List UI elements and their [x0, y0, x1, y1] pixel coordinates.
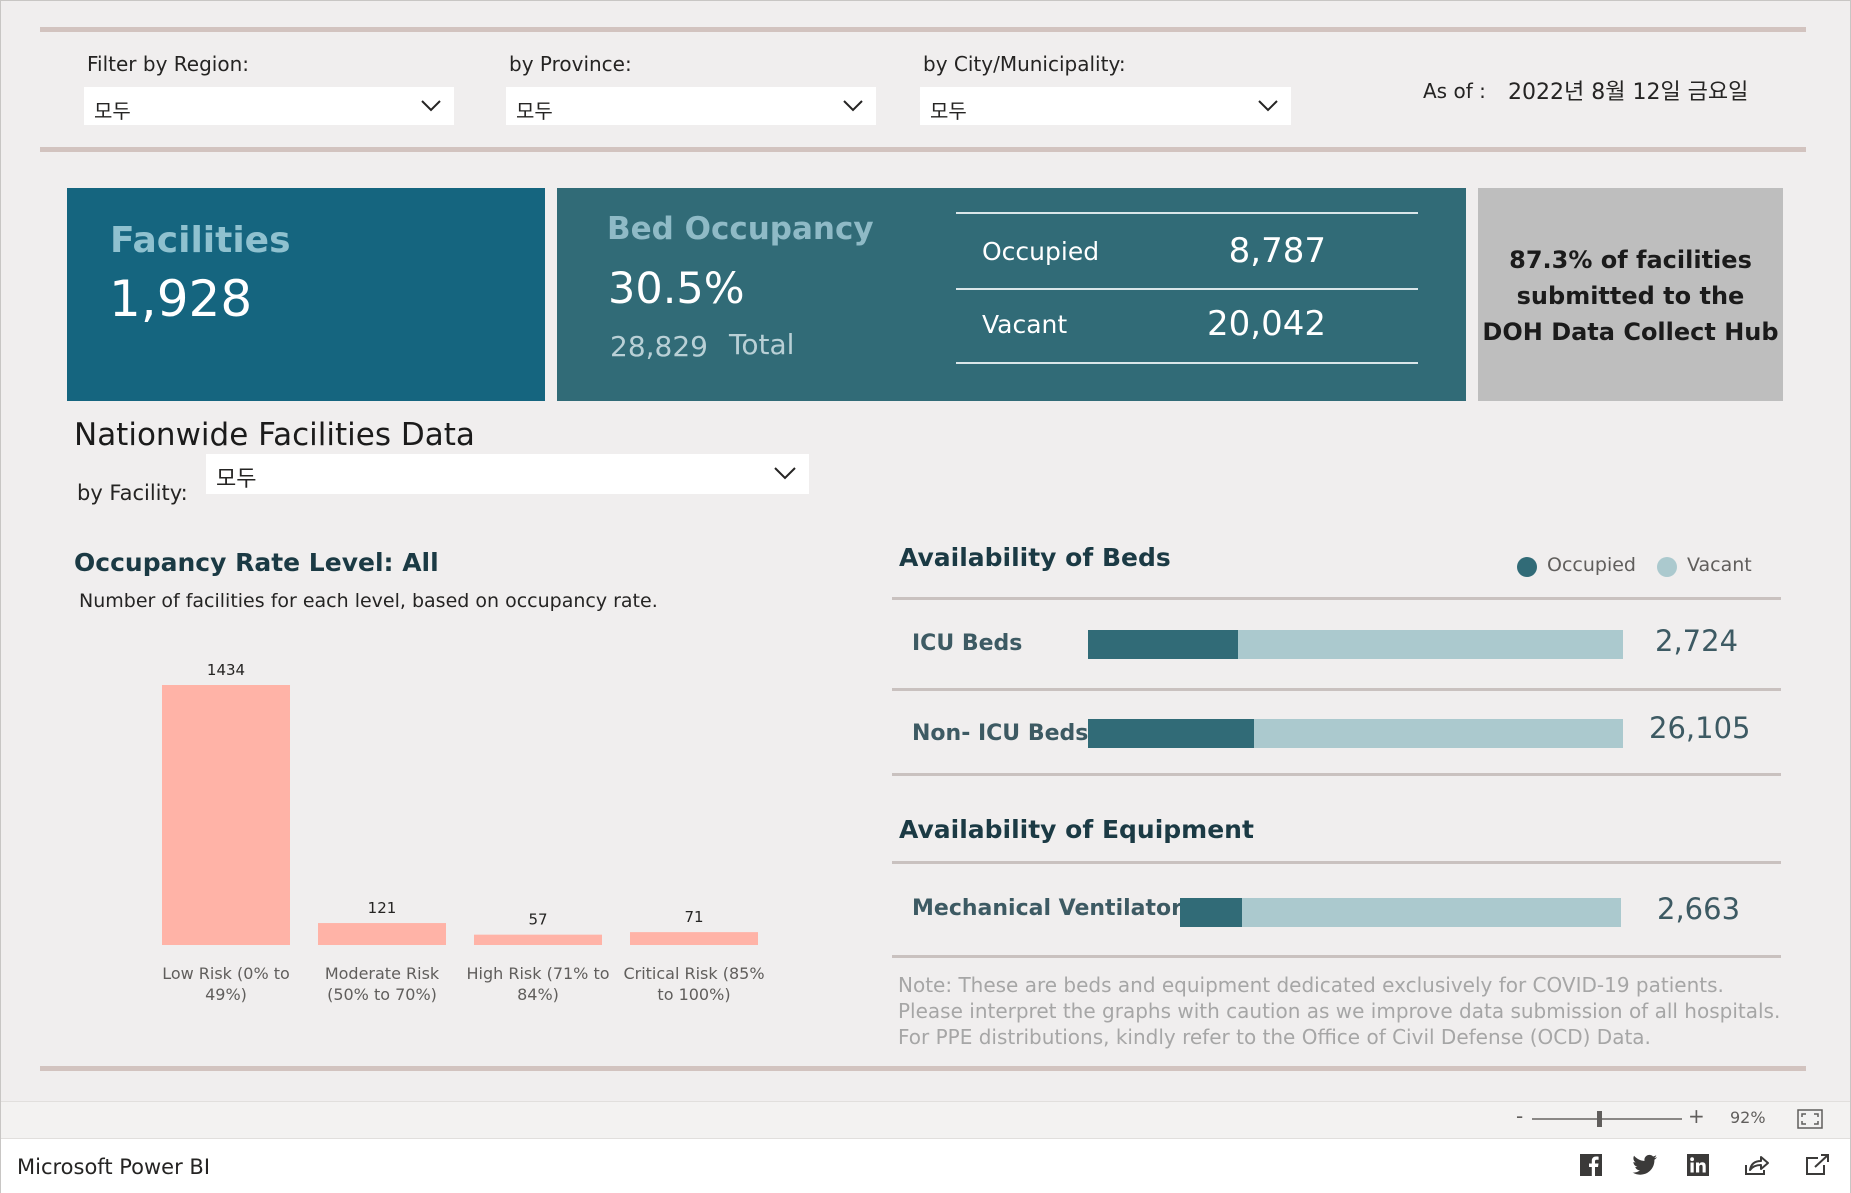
- chevron-down-icon: [421, 100, 441, 112]
- region-filter-label: Filter by Region:: [87, 52, 249, 76]
- non-icu-beds-bar: [1088, 719, 1623, 748]
- ventilators-occupied-fill: [1180, 898, 1242, 927]
- category-label: Moderate Risk: [325, 964, 440, 983]
- occupancy-bar[interactable]: [162, 685, 290, 945]
- top-divider: [40, 27, 1806, 32]
- linkedin-icon[interactable]: [1686, 1153, 1710, 1177]
- bed-total-value: 28,829: [610, 330, 708, 363]
- category-label: Low Risk (0% to: [162, 964, 290, 983]
- category-label: 49%): [205, 985, 247, 1004]
- bar-data-label: 71: [684, 908, 703, 926]
- open-external-icon[interactable]: [1805, 1153, 1831, 1177]
- bed-occupancy-card: Bed Occupancy 30.5% 28,829 Total Occupie…: [557, 188, 1466, 401]
- icu-beds-total: 2,724: [1655, 624, 1739, 658]
- city-filter-label: by City/Municipality:: [923, 52, 1126, 76]
- icu-beds-bar: [1088, 630, 1623, 659]
- bed-table-rule: [956, 288, 1418, 290]
- vacant-value: 20,042: [1207, 304, 1326, 344]
- beds-rule: [892, 597, 1781, 600]
- non-icu-beds-occupied-fill: [1088, 719, 1254, 748]
- bed-table-rule: [956, 362, 1418, 364]
- twitter-icon[interactable]: [1632, 1153, 1658, 1177]
- bed-table-rule: [956, 212, 1418, 214]
- zoom-slider-track[interactable]: [1532, 1118, 1682, 1120]
- disclaimer-note: Note: These are beds and equipment dedic…: [898, 973, 1781, 1049]
- submission-text: 87.3% of facilities submitted to the DOH…: [1478, 242, 1783, 350]
- facilities-value: 1,928: [109, 270, 253, 328]
- zoom-percent: 92%: [1730, 1108, 1766, 1127]
- occupancy-chart-title: Occupancy Rate Level: All: [74, 548, 439, 577]
- occupancy-chart-subtitle: Number of facilities for each level, bas…: [79, 590, 658, 612]
- province-dropdown[interactable]: 모두: [506, 87, 876, 125]
- non-icu-beds-total: 26,105: [1649, 711, 1751, 745]
- submission-line: submitted to the: [1516, 282, 1745, 310]
- ventilators-total: 2,663: [1657, 892, 1741, 926]
- vacant-legend-dot: [1657, 557, 1677, 577]
- zoom-slider-thumb[interactable]: [1597, 1111, 1602, 1127]
- ventilators-label: Mechanical Ventilators: [912, 896, 1196, 921]
- legend-vacant-label: Vacant: [1687, 554, 1752, 576]
- fit-to-page-icon[interactable]: [1797, 1109, 1823, 1129]
- chevron-down-icon: [843, 100, 863, 112]
- as-of-label: As of :: [1423, 79, 1486, 103]
- region-dropdown[interactable]: 모두: [84, 87, 454, 125]
- share-icon[interactable]: [1744, 1153, 1770, 1177]
- facilities-title: Facilities: [110, 220, 291, 261]
- category-label: High Risk (71% to: [466, 964, 609, 983]
- equipment-section-title: Availability of Equipment: [899, 815, 1254, 844]
- bar-data-label: 121: [368, 899, 397, 917]
- beds-rule: [892, 773, 1781, 776]
- province-filter-label: by Province:: [509, 52, 632, 76]
- submission-card: 87.3% of facilities submitted to the DOH…: [1478, 188, 1783, 401]
- category-label: 84%): [517, 985, 559, 1004]
- report-canvas: [40, 1, 1806, 1069]
- category-label: (50% to 70%): [327, 985, 437, 1004]
- bed-total-label: Total: [729, 328, 795, 361]
- occupied-value: 8,787: [1228, 231, 1326, 271]
- occupancy-bar[interactable]: [474, 934, 602, 945]
- bed-occupancy-percent: 30.5%: [608, 264, 745, 314]
- beds-rule: [892, 688, 1781, 691]
- legend-occupied-label: Occupied: [1547, 554, 1636, 576]
- equipment-rule: [892, 861, 1781, 864]
- category-label: Critical Risk (85%: [623, 964, 764, 983]
- bed-occupancy-title: Bed Occupancy: [607, 211, 874, 247]
- submission-line: 87.3% of facilities: [1509, 246, 1752, 274]
- occupied-legend-dot: [1517, 557, 1537, 577]
- chevron-down-icon: [774, 467, 796, 480]
- occupancy-bar[interactable]: [630, 932, 758, 945]
- province-dropdown-value: 모두: [516, 99, 553, 123]
- occupancy-bar-chart: 1434 Low Risk (0% to 49%) 121 Moderate Risk (…: [162, 661, 765, 1004]
- non-icu-beds-label: Non- ICU Beds: [912, 721, 1089, 746]
- facility-filter-label: by Facility:: [77, 481, 188, 505]
- facebook-icon[interactable]: [1579, 1153, 1603, 1177]
- beds-section-title: Availability of Beds: [899, 543, 1171, 572]
- nationwide-title: Nationwide Facilities Data: [74, 417, 475, 453]
- bottom-divider: [40, 1066, 1806, 1071]
- zoom-out-button[interactable]: -: [1516, 1104, 1524, 1128]
- city-dropdown[interactable]: 모두: [920, 87, 1291, 125]
- as-of-date: 2022년 8월 12일 금요일: [1508, 80, 1749, 105]
- region-dropdown-value: 모두: [94, 99, 131, 123]
- submission-line: DOH Data Collect Hub: [1482, 318, 1779, 346]
- filter-divider: [40, 147, 1806, 152]
- facility-dropdown[interactable]: 모두: [206, 454, 809, 494]
- ventilators-bar: [1180, 898, 1621, 927]
- facility-dropdown-value: 모두: [216, 467, 257, 492]
- vacant-label: Vacant: [982, 310, 1068, 339]
- occupancy-bar[interactable]: [318, 923, 446, 945]
- equipment-rule: [892, 955, 1781, 958]
- chevron-down-icon: [1258, 100, 1278, 112]
- facilities-card: Facilities 1,928: [67, 188, 545, 401]
- footer-bar: [1, 1138, 1850, 1193]
- power-bi-brand[interactable]: Microsoft Power BI: [17, 1155, 211, 1179]
- city-dropdown-value: 모두: [930, 99, 967, 123]
- bar-data-label: 1434: [207, 661, 245, 679]
- zoom-in-button[interactable]: +: [1688, 1104, 1705, 1128]
- icu-beds-label: ICU Beds: [912, 631, 1023, 656]
- icu-beds-occupied-fill: [1088, 630, 1238, 659]
- category-label: to 100%): [657, 985, 730, 1004]
- bar-data-label: 57: [528, 911, 547, 929]
- occupied-label: Occupied: [982, 237, 1100, 266]
